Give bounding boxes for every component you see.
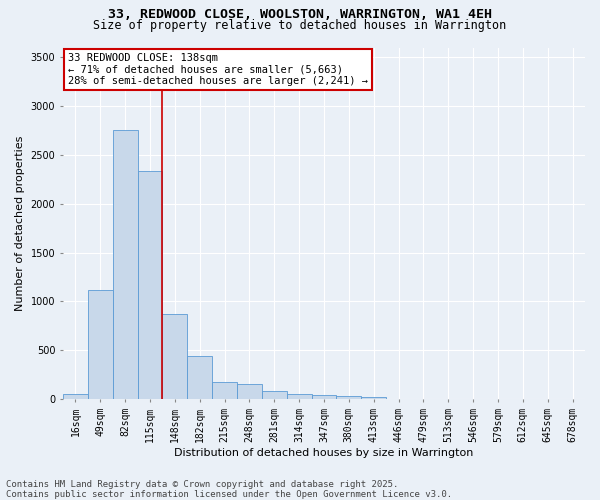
Text: Contains HM Land Registry data © Crown copyright and database right 2025.
Contai: Contains HM Land Registry data © Crown c… (6, 480, 452, 499)
Bar (63, 394, 88, 399)
Text: 33 REDWOOD CLOSE: 138sqm
← 71% of detached houses are smaller (5,663)
28% of sem: 33 REDWOOD CLOSE: 138sqm ← 71% of detach… (68, 53, 368, 86)
Bar (163, 314, 187, 399)
Bar (287, 394, 311, 399)
Bar (337, 396, 361, 399)
Bar (187, 356, 212, 399)
Bar (361, 397, 386, 399)
Bar (311, 395, 337, 399)
Bar (88, 290, 113, 399)
Y-axis label: Number of detached properties: Number of detached properties (15, 136, 25, 311)
Bar (113, 130, 137, 399)
Bar (262, 391, 287, 399)
Bar (137, 170, 163, 399)
Bar (212, 382, 237, 399)
Bar (237, 384, 262, 399)
Text: 33, REDWOOD CLOSE, WOOLSTON, WARRINGTON, WA1 4EH: 33, REDWOOD CLOSE, WOOLSTON, WARRINGTON,… (108, 8, 492, 20)
Text: Size of property relative to detached houses in Warrington: Size of property relative to detached ho… (94, 19, 506, 32)
X-axis label: Distribution of detached houses by size in Warrington: Distribution of detached houses by size … (174, 448, 473, 458)
